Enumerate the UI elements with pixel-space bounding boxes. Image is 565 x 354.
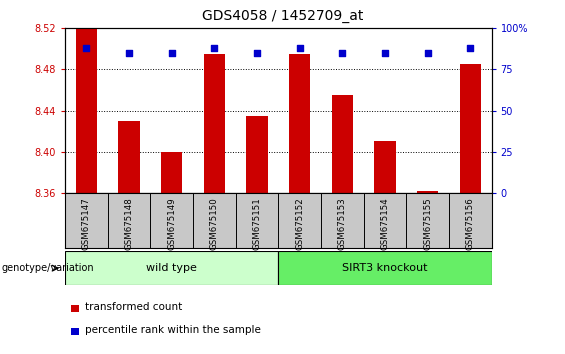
- Bar: [203, 54, 225, 193]
- Text: GSM675148: GSM675148: [124, 197, 133, 250]
- Bar: [161, 152, 182, 193]
- Point: [82, 45, 91, 51]
- Point: [380, 50, 389, 56]
- Text: GSM675152: GSM675152: [295, 197, 304, 250]
- Point: [295, 45, 304, 51]
- Point: [167, 50, 176, 56]
- Point: [466, 45, 475, 51]
- Text: GSM675151: GSM675151: [253, 197, 262, 250]
- Bar: [246, 116, 268, 193]
- Bar: [118, 121, 140, 193]
- Text: GSM675150: GSM675150: [210, 197, 219, 250]
- Bar: [417, 191, 438, 193]
- Text: transformed count: transformed count: [85, 302, 182, 312]
- Bar: [71, 329, 79, 335]
- Bar: [374, 142, 396, 193]
- Point: [338, 50, 347, 56]
- Bar: [278, 251, 492, 285]
- Point: [423, 50, 432, 56]
- Text: GSM675147: GSM675147: [82, 197, 91, 250]
- Bar: [332, 95, 353, 193]
- Text: GSM675155: GSM675155: [423, 197, 432, 250]
- Bar: [289, 54, 310, 193]
- Text: wild type: wild type: [146, 263, 197, 273]
- Text: GSM675149: GSM675149: [167, 197, 176, 250]
- Text: GSM675153: GSM675153: [338, 197, 347, 250]
- Bar: [459, 64, 481, 193]
- Point: [124, 50, 133, 56]
- Text: GSM675156: GSM675156: [466, 197, 475, 250]
- Bar: [65, 251, 278, 285]
- Text: GDS4058 / 1452709_at: GDS4058 / 1452709_at: [202, 9, 363, 23]
- Text: SIRT3 knockout: SIRT3 knockout: [342, 263, 428, 273]
- Point: [210, 45, 219, 51]
- Text: GSM675154: GSM675154: [380, 197, 389, 250]
- Bar: [76, 28, 97, 193]
- Text: genotype/variation: genotype/variation: [1, 263, 94, 273]
- Point: [253, 50, 262, 56]
- Bar: [71, 305, 79, 312]
- Text: percentile rank within the sample: percentile rank within the sample: [85, 325, 260, 335]
